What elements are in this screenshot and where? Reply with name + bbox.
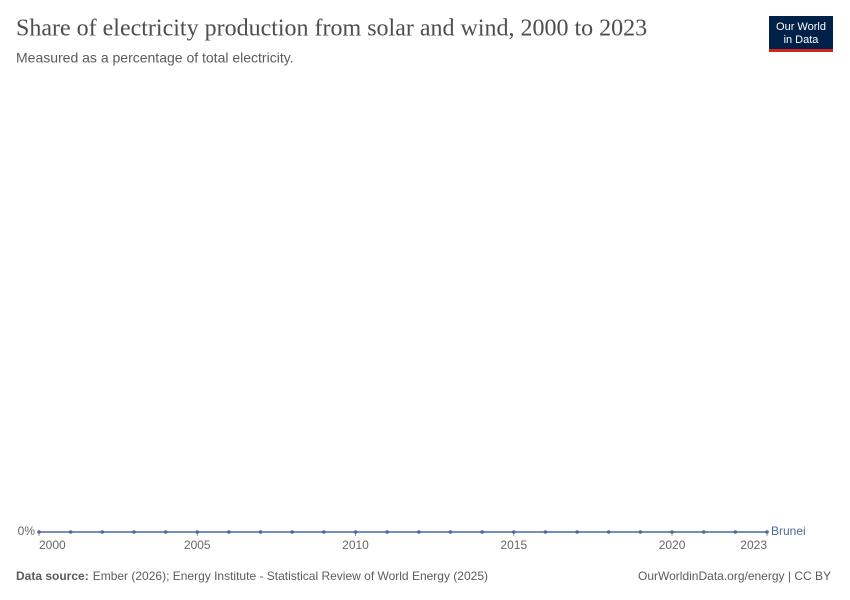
x-tick-label: 2010 (342, 538, 369, 552)
data-point (575, 530, 579, 534)
data-point (417, 530, 421, 534)
data-point (37, 530, 41, 534)
data-point (258, 530, 263, 534)
data-point (511, 530, 516, 534)
data-point (132, 530, 136, 534)
source-label: Data source: (16, 569, 89, 583)
data-point (733, 530, 738, 534)
data-point (448, 530, 453, 534)
source-text: Ember (2026); Energy Institute - Statist… (93, 569, 488, 583)
data-point (543, 530, 548, 534)
x-tick-label: 2023 (740, 538, 767, 552)
data-point (480, 530, 484, 534)
data-point (227, 530, 231, 534)
y-tick-label: 0% (18, 524, 36, 538)
chart-title: Share of electricity production from sol… (16, 16, 647, 42)
logo-text: in Data (784, 34, 820, 46)
data-point (68, 530, 73, 534)
x-tick-label: 2015 (500, 538, 527, 552)
x-tick-label: 2020 (659, 538, 686, 552)
data-point (195, 530, 200, 534)
data-point (163, 530, 168, 534)
data-point (638, 530, 643, 534)
logo-bar (769, 49, 833, 52)
logo-box (769, 16, 833, 52)
x-tick-label: 2000 (39, 538, 66, 552)
data-point (322, 530, 326, 534)
data-point (385, 530, 389, 534)
logo[interactable]: Our World in Data (769, 16, 833, 52)
data-point (765, 530, 769, 534)
data-point (701, 530, 706, 534)
data-point (290, 530, 295, 534)
series-label: Brunei (771, 524, 806, 538)
x-tick-label: 2005 (184, 538, 211, 552)
logo-text: Our World (776, 21, 826, 33)
credit[interactable]: OurWorldinData.org/energy | CC BY (638, 569, 831, 583)
data-point (100, 530, 105, 534)
source: Data source: Ember (2026); Energy Institu… (16, 569, 488, 583)
data-point (353, 530, 358, 534)
data-point (606, 530, 611, 534)
chart-subtitle: Measured as a percentage of total electr… (16, 50, 294, 66)
data-point (670, 530, 674, 534)
